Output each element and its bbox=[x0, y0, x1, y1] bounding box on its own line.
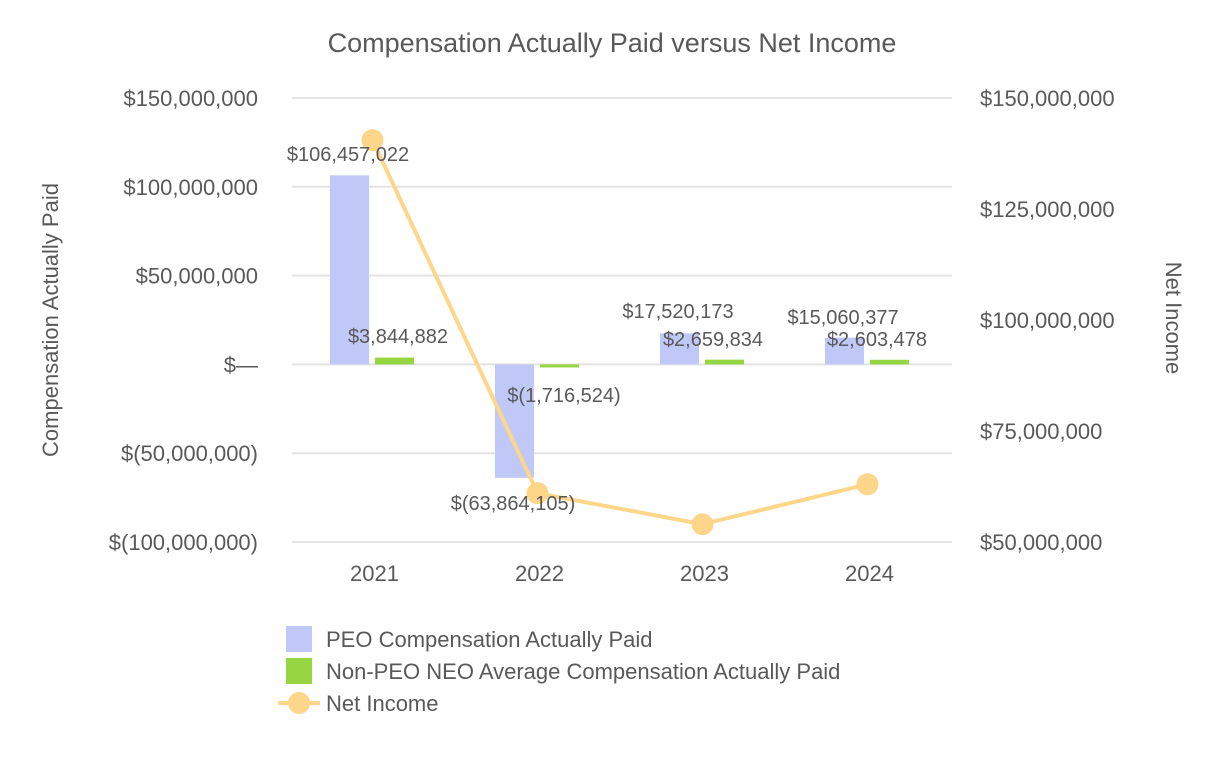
legend-label-2: Net Income bbox=[326, 691, 439, 716]
y2-tick-label: $100,000,000 bbox=[980, 308, 1115, 333]
legend-marker-swatch bbox=[288, 692, 310, 714]
line-layer bbox=[361, 129, 879, 536]
chart-title: Compensation Actually Paid versus Net In… bbox=[328, 28, 897, 58]
bar-neo-2021 bbox=[375, 357, 414, 365]
y-tick-label: $(50,000,000) bbox=[121, 441, 258, 466]
y-tick-label: $100,000,000 bbox=[123, 175, 258, 200]
data-label: $2,659,834 bbox=[663, 329, 763, 351]
data-label: $17,520,173 bbox=[622, 301, 733, 323]
legend-label-0: PEO Compensation Actually Paid bbox=[326, 627, 653, 652]
y-tick-label: $— bbox=[224, 352, 258, 377]
data-label: $15,060,377 bbox=[787, 307, 898, 329]
net-income-point-2022 bbox=[526, 482, 549, 505]
data-label: $2,603,478 bbox=[827, 329, 927, 351]
x-tick-label: 2021 bbox=[350, 561, 399, 586]
y2-axis-label: Net Income bbox=[1161, 262, 1186, 375]
net-income-point-2024 bbox=[856, 473, 879, 496]
data-label: $3,844,882 bbox=[348, 326, 448, 348]
bar-layer bbox=[330, 175, 909, 478]
y2-tick-label: $75,000,000 bbox=[980, 419, 1102, 444]
y2-tick-label: $50,000,000 bbox=[980, 530, 1102, 555]
x-tick-label: 2022 bbox=[515, 561, 564, 586]
bar-neo-2022 bbox=[540, 364, 579, 368]
y-axis-label: Compensation Actually Paid bbox=[38, 183, 63, 457]
bar-neo-2023 bbox=[705, 359, 744, 365]
bar-peo-2023 bbox=[660, 333, 699, 365]
y2-tick-label: $150,000,000 bbox=[980, 86, 1115, 111]
legend-swatch-1 bbox=[286, 658, 312, 684]
bar-peo-2021 bbox=[330, 175, 369, 365]
net-income-line bbox=[370, 139, 868, 527]
net-income-point-2021 bbox=[361, 129, 384, 152]
bar-neo-2024 bbox=[870, 359, 909, 365]
legend: PEO Compensation Actually Paid Non-PEO NE… bbox=[278, 626, 840, 716]
label-layer: $106,457,022 $(63,864,105) $17,520,173 $15,… bbox=[287, 144, 927, 515]
data-label: $106,457,022 bbox=[287, 144, 409, 166]
bar-peo-2024 bbox=[825, 337, 864, 365]
y-tick-label: $50,000,000 bbox=[136, 264, 258, 289]
x-tick-label: 2023 bbox=[680, 561, 729, 586]
legend-label-1: Non-PEO NEO Average Compensation Actuall… bbox=[326, 659, 840, 684]
bar-peo-2022 bbox=[495, 364, 534, 478]
x-tick-label: 2024 bbox=[845, 561, 894, 586]
legend-swatch-0 bbox=[286, 626, 312, 652]
data-label: $(1,716,524) bbox=[507, 385, 620, 407]
axis-layer: $150,000,000 $100,000,000 $50,000,000 $— $(5… bbox=[109, 86, 1115, 586]
y2-tick-label: $125,000,000 bbox=[980, 197, 1115, 222]
data-label: $(63,864,105) bbox=[451, 493, 576, 515]
y-tick-label: $150,000,000 bbox=[123, 86, 258, 111]
net-income-point-2023 bbox=[691, 513, 714, 536]
y-tick-label: $(100,000,000) bbox=[109, 530, 258, 555]
